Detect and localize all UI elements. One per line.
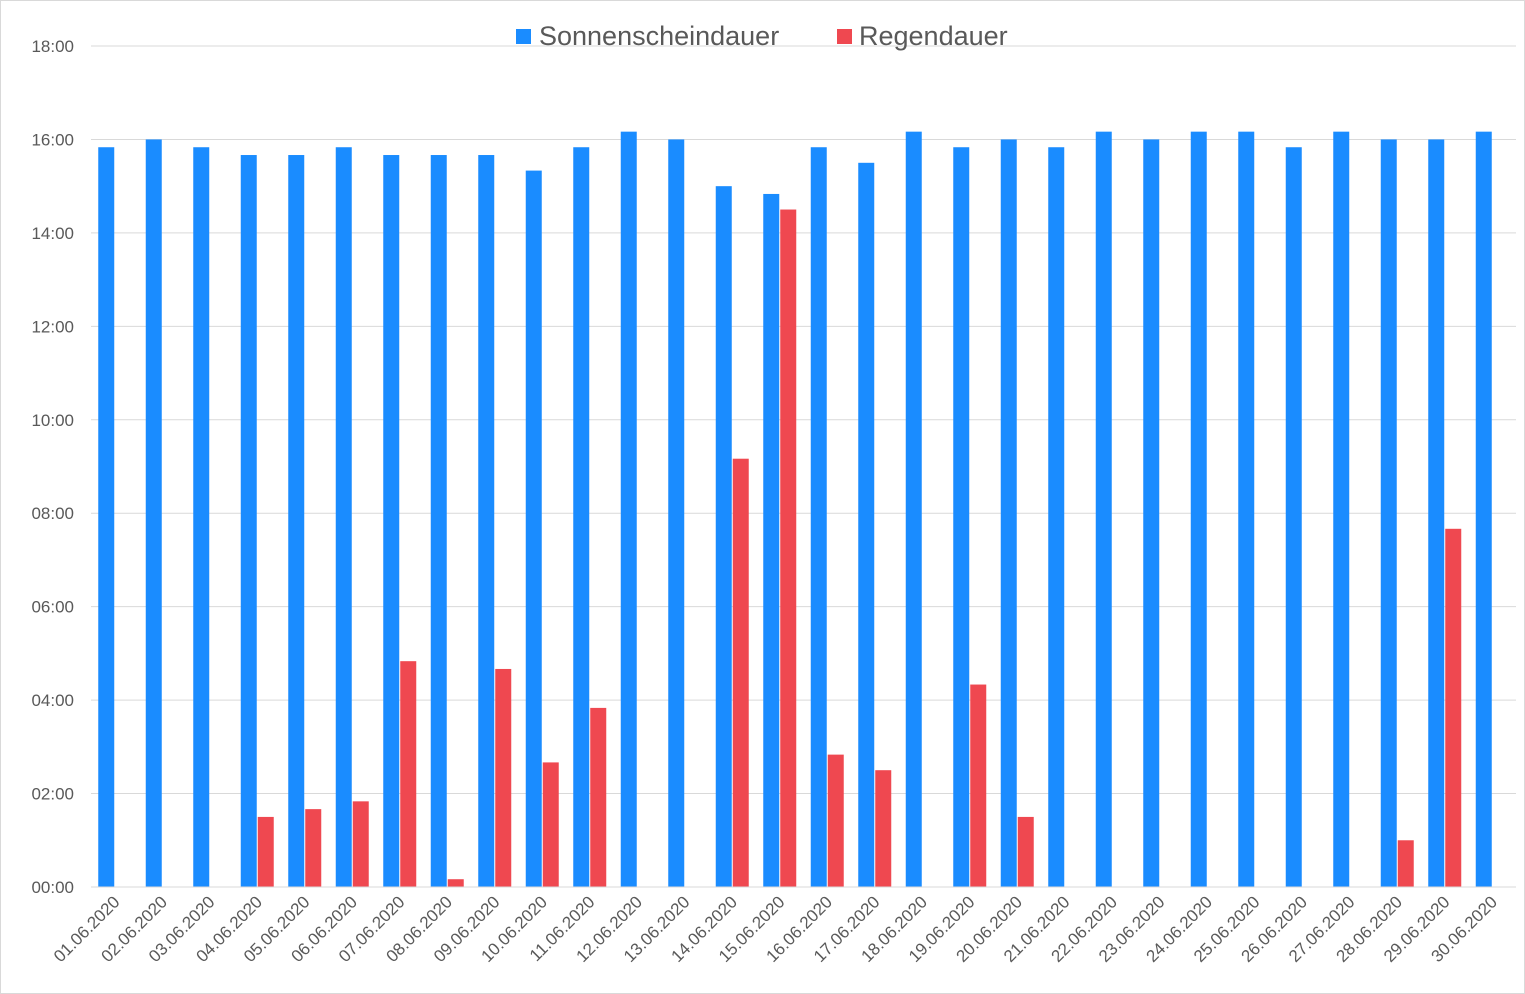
bar-regendauer-29.06.2020	[1445, 528, 1462, 887]
y-tick-label: 04:00	[31, 691, 74, 710]
y-tick-label: 02:00	[31, 785, 74, 804]
bar-regendauer-20.06.2020	[1017, 816, 1034, 887]
y-tick-label: 18:00	[31, 37, 74, 56]
y-axis-tick-labels: 00:00 02:00 04:00 06:00 08:00 10:00 12:00 14:00…	[31, 37, 74, 897]
bar-sonnenscheindauer-05.06.2020	[288, 155, 305, 887]
y-tick-label: 16:00	[31, 130, 74, 149]
bar-regendauer-17.06.2020	[875, 770, 892, 887]
bar-sonnenscheindauer-30.06.2020	[1475, 131, 1492, 887]
bar-sonnenscheindauer-12.06.2020	[620, 131, 637, 887]
legend-label-sonnenscheindauer: Sonnenscheindauer	[539, 21, 779, 51]
bar-sonnenscheindauer-07.06.2020	[383, 155, 400, 887]
bar-sonnenscheindauer-28.06.2020	[1380, 139, 1397, 887]
bar-sonnenscheindauer-11.06.2020	[573, 147, 590, 888]
bar-regendauer-28.06.2020	[1397, 840, 1414, 887]
bar-sonnenscheindauer-10.06.2020	[525, 170, 542, 887]
bar-sonnenscheindauer-03.06.2020	[193, 147, 210, 888]
bar-regendauer-16.06.2020	[827, 754, 844, 887]
bar-sonnenscheindauer-06.06.2020	[335, 147, 352, 888]
legend-swatch-sonnenscheindauer	[516, 29, 531, 44]
bar-sonnenscheindauer-08.06.2020	[430, 155, 447, 887]
bar-sonnenscheindauer-24.06.2020	[1190, 131, 1207, 887]
bar-sonnenscheindauer-14.06.2020	[715, 186, 732, 887]
bar-sonnenscheindauer-04.06.2020	[240, 155, 257, 887]
bar-regendauer-04.06.2020	[257, 816, 274, 887]
bar-sonnenscheindauer-20.06.2020	[1000, 139, 1017, 887]
bar-regendauer-07.06.2020	[400, 661, 417, 887]
bar-regendauer-19.06.2020	[970, 684, 987, 887]
bars	[98, 131, 1492, 888]
bar-regendauer-06.06.2020	[352, 801, 369, 887]
bar-sonnenscheindauer-22.06.2020	[1095, 131, 1112, 887]
bar-sonnenscheindauer-16.06.2020	[810, 147, 827, 888]
bar-sonnenscheindauer-26.06.2020	[1285, 147, 1302, 888]
bar-sonnenscheindauer-25.06.2020	[1238, 131, 1255, 887]
y-tick-label: 06:00	[31, 598, 74, 617]
bar-sonnenscheindauer-21.06.2020	[1048, 147, 1065, 888]
bar-regendauer-05.06.2020	[305, 809, 322, 887]
bar-sonnenscheindauer-23.06.2020	[1143, 139, 1160, 887]
bar-sonnenscheindauer-18.06.2020	[905, 131, 922, 887]
x-axis-tick-labels: 01.06.202002.06.202003.06.202004.06.2020…	[50, 892, 1501, 966]
bar-sonnenscheindauer-09.06.2020	[478, 155, 495, 887]
y-tick-label: 10:00	[31, 411, 74, 430]
bar-sonnenscheindauer-13.06.2020	[668, 139, 685, 887]
bar-sonnenscheindauer-29.06.2020	[1428, 139, 1445, 887]
bar-sonnenscheindauer-27.06.2020	[1333, 131, 1350, 887]
bar-sonnenscheindauer-01.06.2020	[98, 147, 115, 888]
y-tick-label: 14:00	[31, 224, 74, 243]
y-tick-label: 12:00	[31, 317, 74, 336]
grid-lines	[91, 45, 1516, 795]
y-tick-label: 08:00	[31, 504, 74, 523]
legend: Sonnenscheindauer Regendauer	[516, 21, 1008, 51]
bar-sonnenscheindauer-02.06.2020	[145, 139, 162, 887]
bar-regendauer-08.06.2020	[447, 879, 464, 887]
bar-regendauer-14.06.2020	[732, 458, 749, 887]
bar-regendauer-09.06.2020	[495, 668, 512, 887]
bar-regendauer-15.06.2020	[780, 209, 797, 887]
bar-sonnenscheindauer-17.06.2020	[858, 162, 875, 888]
y-tick-label: 00:00	[31, 878, 74, 897]
bar-regendauer-10.06.2020	[542, 762, 559, 887]
bar-sonnenscheindauer-19.06.2020	[953, 147, 970, 888]
bar-regendauer-11.06.2020	[590, 707, 607, 887]
bar-sonnenscheindauer-15.06.2020	[763, 193, 780, 887]
legend-label-regendauer: Regendauer	[859, 21, 1008, 51]
legend-swatch-regendauer	[837, 29, 852, 44]
